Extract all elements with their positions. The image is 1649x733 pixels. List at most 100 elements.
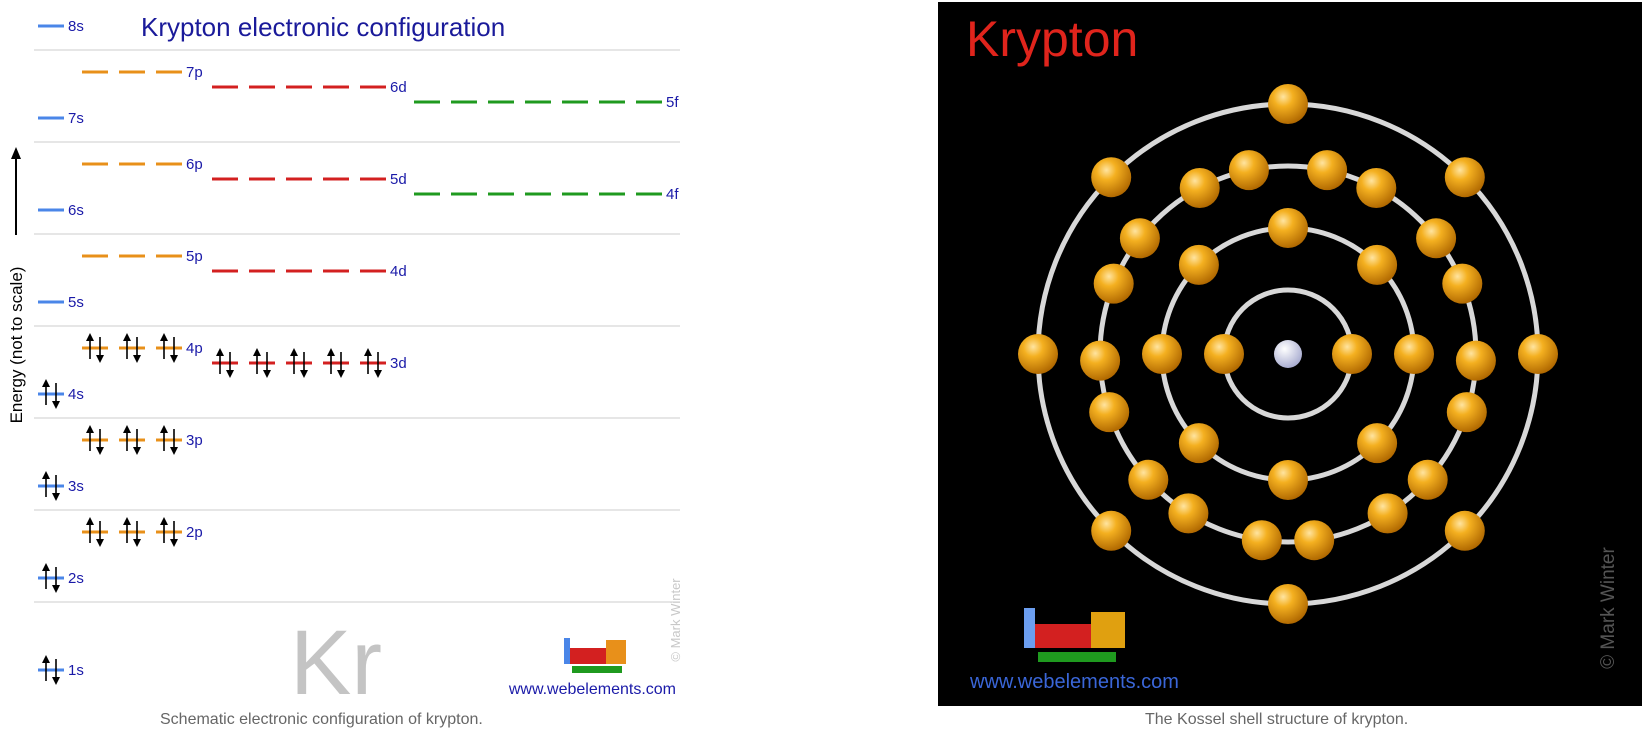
orbital-6p: 6p [82, 156, 203, 173]
electron [1204, 334, 1244, 374]
spin-down-arrow-head [52, 677, 60, 685]
arrow-head-icon [11, 147, 21, 159]
electron [1228, 150, 1269, 191]
spin-down-arrow-head [52, 493, 60, 501]
electron [1178, 244, 1219, 285]
orbital-label: 6d [390, 79, 407, 96]
spin-down-arrow-head [96, 539, 104, 547]
spin-down-arrow-head [52, 401, 60, 409]
electron [1444, 157, 1485, 198]
kossel-shell-diagram: Krypton www.webelements.com © Mark Winte… [938, 2, 1642, 706]
spin-down-arrow-head [300, 370, 308, 378]
orbital-label: 4f [666, 186, 679, 203]
orbital-label: 2p [186, 524, 203, 541]
orbital-label: 5p [186, 248, 203, 265]
figure-title: Krypton electronic configuration [141, 12, 505, 42]
orbital-label: 4p [186, 340, 203, 357]
orbital-label: 4s [68, 386, 84, 403]
energy-level-diagram: Krypton electronic configuration Energy … [7, 12, 683, 714]
energy-axis: Energy (not to scale) [7, 147, 26, 423]
periodic-table-logo [564, 638, 626, 673]
electron [1416, 218, 1457, 259]
orbital-3p: 3p [82, 425, 203, 455]
orbital-label: 7p [186, 64, 203, 81]
orbital-3d: 3d [212, 348, 407, 378]
spin-up-arrow-head [216, 348, 224, 356]
electron [1178, 423, 1219, 464]
electron [1089, 392, 1130, 433]
orbital-4s: 4s [38, 379, 84, 409]
website-link[interactable]: www.webelements.com [508, 681, 676, 698]
orbital-6s: 6s [38, 202, 84, 219]
electron [1119, 218, 1160, 259]
electron [1179, 168, 1220, 208]
spin-down-arrow-head [170, 447, 178, 455]
electron [1442, 263, 1483, 304]
figure-caption: Schematic electronic configuration of kr… [160, 711, 483, 728]
electron [1168, 493, 1209, 534]
orbital-label: 8s [68, 18, 84, 35]
electron [1093, 263, 1134, 304]
orbital-levels: 1s 2s 2p 3s 3p 4s 3d 4p 5s 4d 5p 6s 4f 5d 6p 7s 5f 6d 7p 8s [38, 18, 679, 685]
spin-down-arrow-head [337, 370, 345, 378]
spin-up-arrow-head [86, 517, 94, 525]
electron [1357, 423, 1398, 464]
orbital-4f: 4f [414, 186, 679, 203]
orbital-5f: 5f [414, 94, 679, 111]
orbital-label: 3s [68, 478, 84, 495]
spin-down-arrow-head [374, 370, 382, 378]
orbital-1s: 1s [38, 655, 84, 685]
spin-down-arrow-head [96, 447, 104, 455]
orbital-label: 5d [390, 171, 407, 188]
spin-up-arrow-head [160, 333, 168, 341]
orbital-label: 5s [68, 294, 84, 311]
spin-down-arrow-head [133, 539, 141, 547]
spin-up-arrow-head [123, 425, 131, 433]
orbital-label: 4d [390, 263, 407, 280]
orbital-label: 2s [68, 570, 84, 587]
electron [1307, 150, 1348, 191]
electron [1128, 459, 1169, 500]
website-link[interactable]: www.webelements.com [969, 671, 1179, 693]
orbital-label: 6s [68, 202, 84, 219]
element-title: Krypton [966, 11, 1138, 67]
spin-up-arrow-head [86, 333, 94, 341]
orbital-2s: 2s [38, 563, 84, 593]
orbital-2p: 2p [82, 517, 203, 547]
spin-down-arrow-head [170, 355, 178, 363]
electron [1241, 520, 1282, 561]
spin-up-arrow-head [253, 348, 261, 356]
electron [1018, 334, 1058, 374]
electrons [1018, 84, 1558, 624]
electron [1455, 340, 1496, 381]
electron [1091, 510, 1132, 551]
orbital-5s: 5s [38, 294, 84, 311]
spin-up-arrow-head [42, 471, 50, 479]
electron [1446, 392, 1487, 433]
orbital-3s: 3s [38, 471, 84, 501]
electron [1091, 157, 1132, 198]
spin-up-arrow-head [42, 563, 50, 571]
electron [1444, 510, 1485, 551]
orbital-5d: 5d [212, 171, 407, 188]
copyright-text: © Mark Winter [1598, 546, 1619, 668]
spin-up-arrow-head [86, 425, 94, 433]
orbital-8s: 8s [38, 18, 84, 35]
electron [1294, 520, 1335, 561]
copyright-text: © Mark Winter [668, 578, 683, 662]
spin-up-arrow-head [290, 348, 298, 356]
spin-up-arrow-head [42, 655, 50, 663]
spin-up-arrow-head [160, 517, 168, 525]
electron [1518, 334, 1558, 374]
orbital-7p: 7p [82, 64, 203, 81]
kossel-shell-figure: Krypton www.webelements.com © Mark Winte… [938, 0, 1649, 733]
energy-axis-label: Energy (not to scale) [7, 267, 26, 424]
electron [1268, 584, 1308, 624]
orbital-7s: 7s [38, 110, 84, 127]
orbital-6d: 6d [212, 79, 407, 96]
electron-configuration-figure: Krypton electronic configuration Energy … [0, 0, 700, 733]
spin-up-arrow-head [42, 379, 50, 387]
spin-down-arrow-head [170, 539, 178, 547]
spin-down-arrow-head [52, 585, 60, 593]
electron [1332, 334, 1372, 374]
